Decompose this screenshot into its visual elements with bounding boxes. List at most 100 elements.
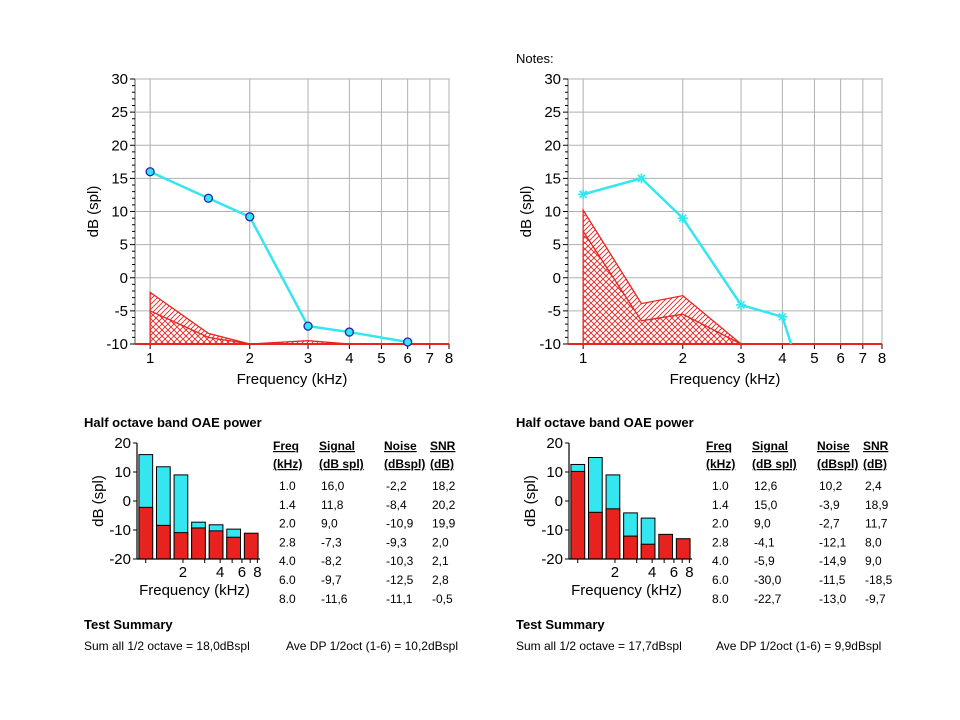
x-tick-label: 2: [179, 564, 187, 581]
y-axis-label: dB (spl): [85, 186, 102, 238]
noise-bar: [623, 535, 638, 560]
y-tick-label: 0: [120, 270, 128, 287]
table-cell: 2.8: [279, 535, 296, 549]
table-header: (dBspl): [817, 457, 858, 471]
y-tick-label: 15: [111, 170, 128, 187]
y-tick-label: 25: [111, 104, 128, 121]
x-tick-label: 4: [648, 564, 656, 581]
table-header: (dB spl): [319, 457, 364, 471]
summary-ave-left: Ave DP 1/2oct (1-6) = 10,2dBspl: [286, 639, 458, 653]
asterisk-stroke: [736, 300, 746, 309]
y-tick-label: -5: [115, 303, 128, 320]
table-cell: -0,5: [432, 592, 453, 606]
x-tick-label: 3: [304, 350, 312, 367]
signal-point: [303, 321, 313, 331]
signal-point: [203, 193, 214, 203]
table-cell: -12,5: [386, 573, 414, 587]
table-cell: 20,2: [432, 498, 456, 512]
y-tick-label: 30: [544, 71, 561, 88]
table-cell: -12,1: [819, 535, 847, 549]
table-cell: -2,7: [819, 517, 840, 531]
table-cell: 4.0: [712, 554, 729, 568]
asterisk-stroke: [579, 190, 588, 199]
table-cell: 2.0: [279, 517, 296, 531]
dp-gram-left: 1 2 3 4 5 6 7 8 30 25 20 15 10 5 0 -5 -10 Frequency (kHz)…: [85, 71, 453, 388]
table-cell: 6.0: [712, 573, 729, 587]
table-header: Noise: [817, 439, 850, 453]
table-cell: 8,0: [865, 535, 882, 549]
y-tick-label: 10: [546, 464, 563, 481]
table-cell: -8,4: [386, 498, 407, 512]
summary-sum-right: Sum all 1/2 octave = 17,7dBspl: [516, 639, 682, 653]
table-cell: -9,3: [386, 535, 407, 549]
x-tick-label: 3: [737, 350, 745, 367]
table-cell: 11,8: [321, 498, 344, 512]
x-tick-label: 5: [377, 350, 385, 367]
table-header: Freq: [273, 439, 299, 453]
table-cell: 1.0: [279, 479, 296, 493]
y-axis-label: dB (spl): [522, 475, 539, 527]
table-cell: -10,3: [386, 554, 414, 568]
x-tick-label: 6: [238, 564, 246, 581]
signal-point: [677, 213, 688, 224]
table-cell: 8.0: [279, 592, 296, 606]
table-cell: 1.4: [712, 498, 729, 512]
y-tick-label: 25: [544, 104, 561, 121]
x-tick-label: 2: [246, 350, 254, 367]
y-tick-label: 10: [114, 464, 131, 481]
table-cell: 16,0: [321, 479, 345, 493]
y-tick-label: -20: [109, 551, 131, 568]
table-cell: 9,0: [754, 517, 771, 531]
y-tick-label: 15: [544, 170, 561, 187]
oae-title-left: Half octave band OAE power: [84, 415, 262, 430]
x-tick-label: 1: [579, 350, 587, 367]
table-cell: -9,7: [321, 573, 342, 587]
y-tick-label: -10: [106, 336, 128, 353]
signal-point: [578, 189, 589, 200]
table-cell: 10,2: [819, 479, 843, 493]
noise-bar: [640, 543, 656, 560]
x-tick-label: 1: [146, 350, 154, 367]
noise-bar: [226, 536, 241, 560]
notes-label: Notes:: [516, 51, 554, 66]
y-tick-label: -20: [541, 551, 563, 568]
table-cell: 2.0: [712, 517, 729, 531]
oae-table-right: Freq (kHz) Signal (dB spl) Noise (dBspl) SNR (d…: [706, 439, 893, 606]
x-tick-label: 6: [670, 564, 678, 581]
asterisk-stroke: [678, 214, 687, 223]
x-tick-label: 4: [778, 350, 786, 367]
table-cell: -22,7: [754, 592, 782, 606]
table-header: Freq: [706, 439, 732, 453]
x-tick-label: 8: [685, 564, 693, 581]
signal-line: [149, 170, 408, 344]
oae-table-left: Freq (kHz) Signal (dB spl) Noise (dBspl) SNR (d…: [273, 439, 456, 606]
y-tick-label: 10: [544, 204, 561, 221]
x-axis-label: Frequency (kHz): [139, 582, 250, 599]
y-tick-label: 10: [111, 204, 128, 221]
y-axis-label: dB (spl): [90, 475, 107, 527]
summary-ave-right: Ave DP 1/2oct (1-6) = 9,9dBspl: [716, 639, 881, 653]
noise-bar: [191, 527, 206, 560]
x-axis-label: Frequency (kHz): [670, 371, 781, 388]
signal-line: [582, 176, 793, 345]
table-header: (dB): [430, 457, 454, 471]
x-tick-label: 2: [679, 350, 687, 367]
table-header: (kHz): [706, 457, 735, 471]
signal-point: [777, 311, 788, 322]
table-cell: -11,6: [321, 592, 348, 606]
table-cell: -7,3: [321, 535, 342, 549]
test-summary-title-left: Test Summary: [84, 617, 173, 632]
y-tick-label: 0: [553, 270, 561, 287]
table-cell: 2,8: [432, 573, 449, 587]
table-header: (kHz): [273, 457, 302, 471]
x-axis-label: Frequency (kHz): [237, 371, 348, 388]
signal-point: [145, 167, 155, 177]
table-cell: 9,0: [321, 517, 338, 531]
noise-bar: [156, 524, 171, 560]
x-tick-label: 4: [216, 564, 224, 581]
y-tick-label: 30: [111, 71, 128, 88]
table-cell: 2,1: [432, 554, 449, 568]
table-cell: -8,2: [321, 554, 342, 568]
x-tick-label: 7: [426, 350, 434, 367]
